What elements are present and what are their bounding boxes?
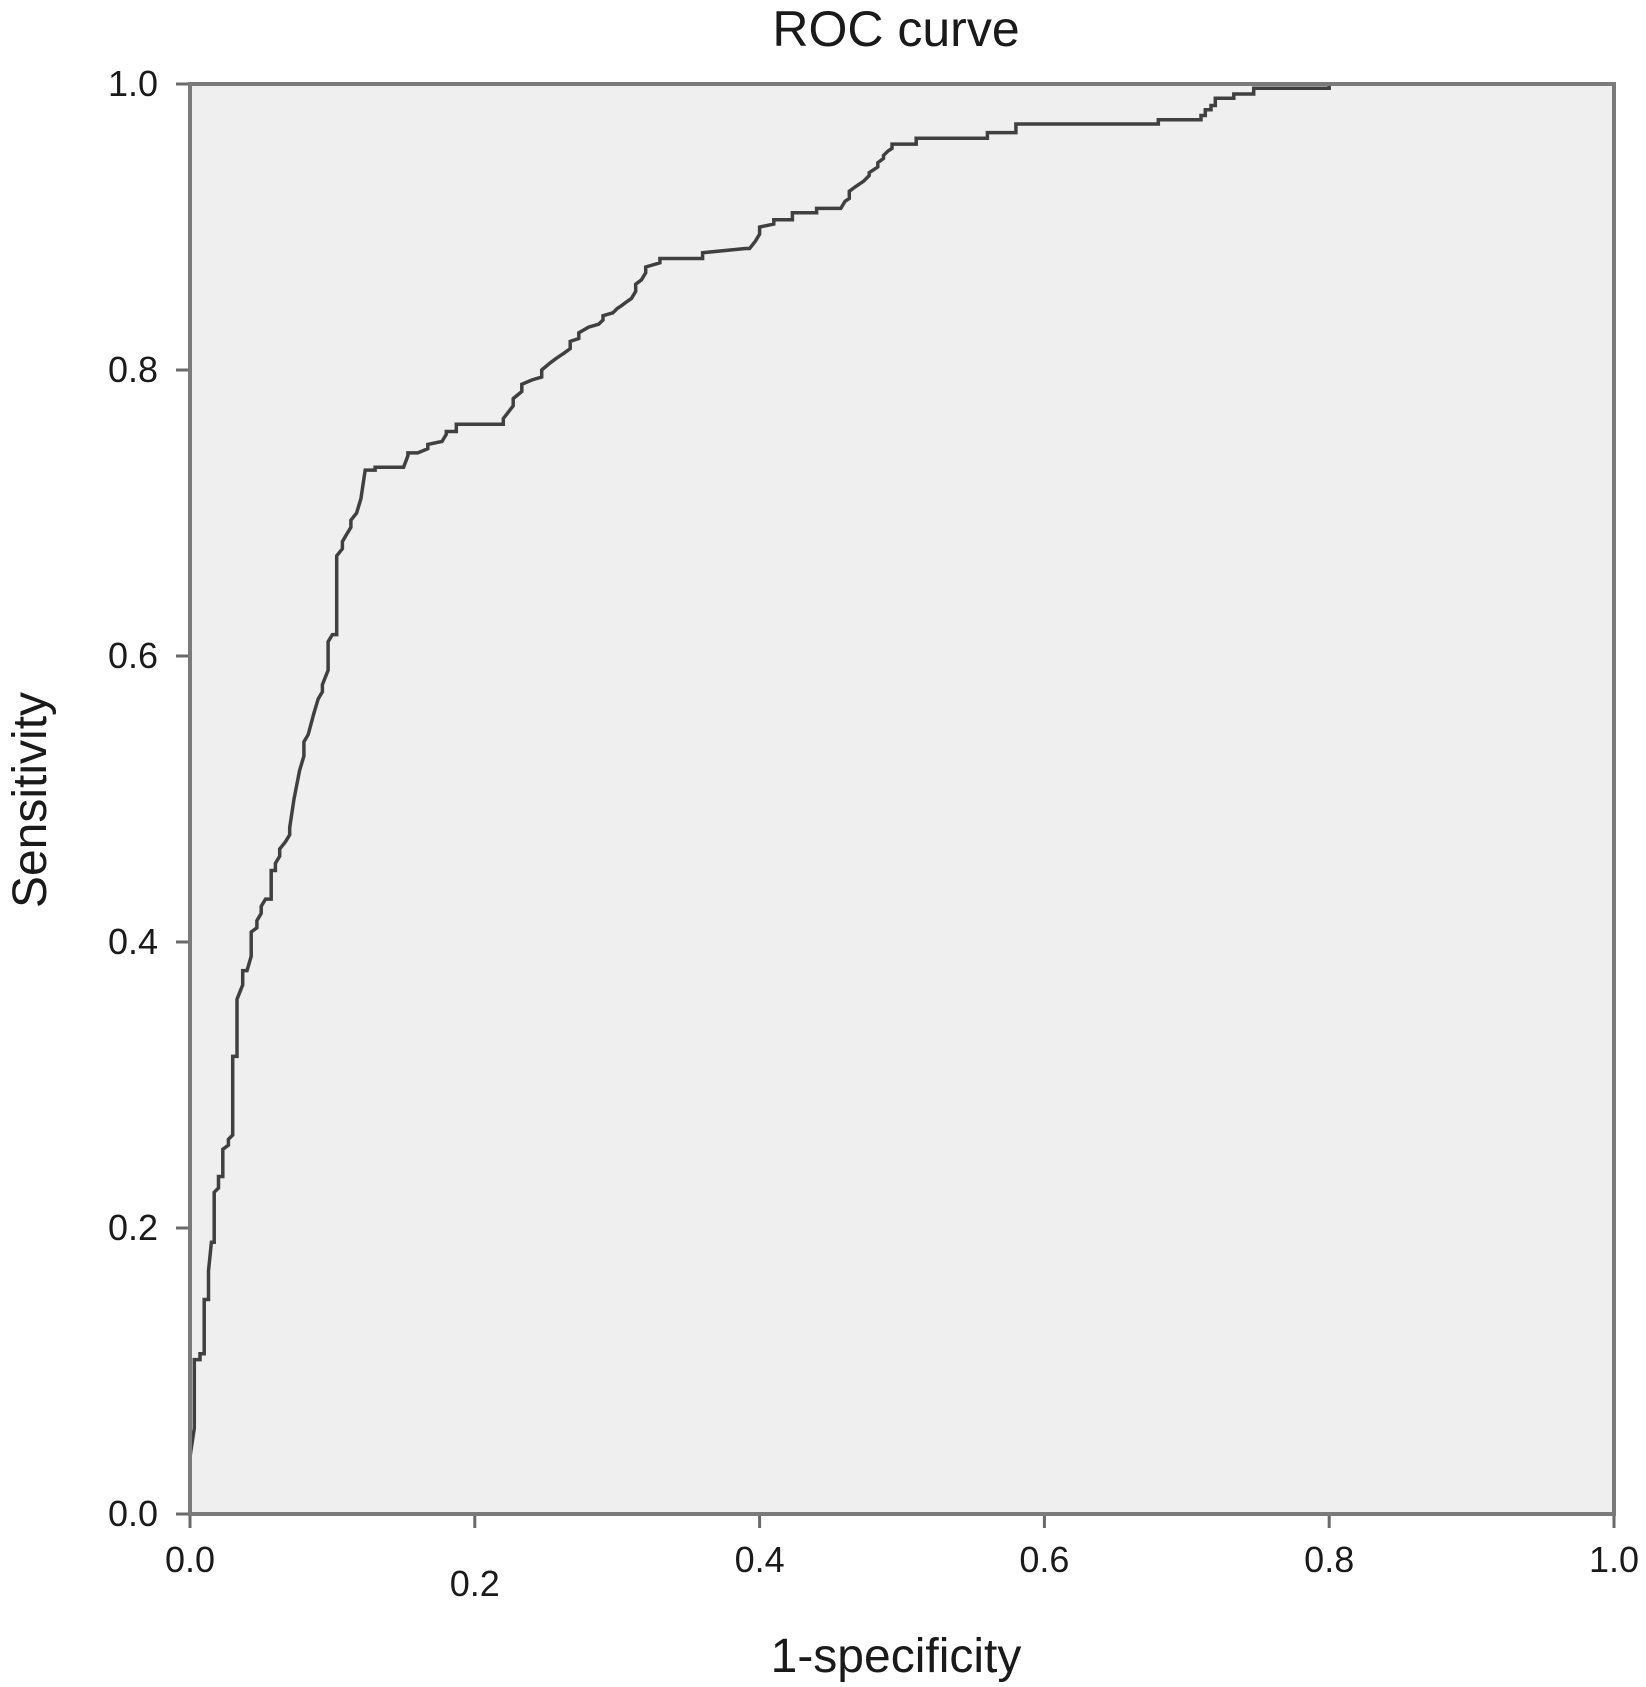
y-tick-label: 0.4 xyxy=(108,921,158,962)
y-tick-label: 0.6 xyxy=(108,635,158,676)
chart-title: ROC curve xyxy=(772,1,1019,57)
x-tick-label: 0.2 xyxy=(450,1563,500,1604)
x-tick-label: 0.6 xyxy=(1019,1539,1069,1580)
y-axis-label: Sensitivity xyxy=(4,692,57,908)
x-tick-label: 0.8 xyxy=(1304,1539,1354,1580)
x-tick-label: 0.4 xyxy=(735,1539,785,1580)
x-tick-label: 0.0 xyxy=(165,1539,215,1580)
roc-curve-line xyxy=(188,82,1614,1514)
y-tick-label: 1.0 xyxy=(108,63,158,104)
x-axis-label: 1-specificity xyxy=(771,1630,1022,1683)
y-tick-label: 0.0 xyxy=(108,1493,158,1534)
plot-frame xyxy=(188,82,1616,1516)
x-tick-label: 1.0 xyxy=(1589,1539,1639,1580)
y-tick-label: 0.8 xyxy=(108,349,158,390)
y-axis-ticks: 0.0 0.2 0.4 0.6 0.8 1.0 xyxy=(108,63,190,1534)
x-axis-ticks: 0.0 0.2 0.4 0.6 0.8 1.0 xyxy=(165,1514,1639,1604)
plot-area xyxy=(190,84,1614,1514)
y-tick-label: 0.2 xyxy=(108,1207,158,1248)
